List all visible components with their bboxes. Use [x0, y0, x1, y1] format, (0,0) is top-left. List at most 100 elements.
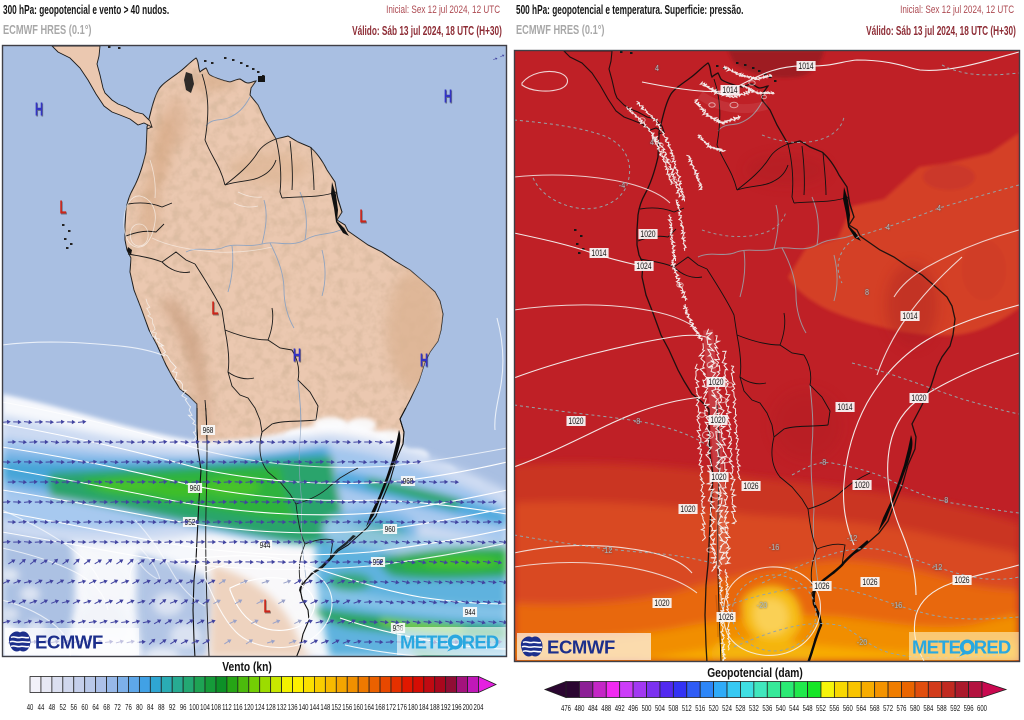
svg-text:960: 960: [385, 524, 396, 534]
svg-text:4: 4: [937, 203, 942, 213]
svg-text:1026: 1026: [743, 481, 759, 491]
svg-text:1020: 1020: [680, 504, 696, 514]
svg-text:88: 88: [158, 702, 165, 712]
svg-text:144: 144: [309, 702, 319, 712]
svg-text:176: 176: [397, 702, 407, 712]
svg-text:500: 500: [642, 703, 652, 713]
svg-text:540: 540: [776, 703, 786, 713]
svg-text:L: L: [211, 299, 218, 319]
svg-text:508: 508: [668, 703, 678, 713]
svg-text:-20: -20: [857, 637, 868, 647]
svg-text:132: 132: [277, 702, 287, 712]
svg-text:H: H: [293, 346, 301, 366]
svg-text:532: 532: [749, 703, 759, 713]
svg-text:92: 92: [169, 702, 176, 712]
svg-text:80: 80: [136, 702, 143, 712]
svg-text:1020: 1020: [710, 415, 726, 425]
svg-text:556: 556: [829, 703, 839, 713]
svg-text:156: 156: [342, 702, 352, 712]
svg-text:112: 112: [222, 702, 231, 712]
svg-text:488: 488: [601, 703, 611, 713]
svg-text:504: 504: [655, 703, 665, 713]
svg-text:188: 188: [430, 702, 440, 712]
svg-text:Vento (kn): Vento (kn): [222, 661, 272, 674]
svg-text:1014: 1014: [591, 248, 607, 258]
svg-text:476: 476: [561, 703, 571, 713]
svg-text:120: 120: [244, 702, 254, 712]
svg-text:588: 588: [937, 703, 947, 713]
svg-text:1020: 1020: [654, 598, 670, 608]
svg-text:Geopotencial (dam): Geopotencial (dam): [707, 667, 803, 680]
svg-text:136: 136: [288, 702, 298, 712]
svg-text:600: 600: [977, 703, 987, 713]
svg-text:-12: -12: [602, 545, 612, 555]
svg-text:944: 944: [465, 607, 476, 617]
svg-text:148: 148: [320, 702, 330, 712]
svg-text:516: 516: [695, 703, 705, 713]
svg-text:H: H: [35, 100, 43, 120]
svg-text:8: 8: [865, 287, 870, 297]
svg-text:1014: 1014: [722, 85, 738, 95]
svg-text:576: 576: [897, 703, 907, 713]
svg-text:-12: -12: [932, 562, 942, 572]
svg-text:4: 4: [886, 222, 891, 232]
svg-text:H: H: [444, 87, 452, 107]
svg-text:-12: -12: [847, 533, 857, 543]
svg-text:200: 200: [463, 702, 473, 712]
svg-text:968: 968: [403, 476, 414, 486]
svg-text:84: 84: [147, 702, 154, 712]
svg-text:52: 52: [60, 702, 67, 712]
svg-text:96: 96: [180, 702, 187, 712]
svg-text:64: 64: [92, 702, 99, 712]
svg-text:536: 536: [762, 703, 772, 713]
svg-text:L: L: [59, 198, 66, 218]
svg-text:48: 48: [49, 702, 56, 712]
svg-text:560: 560: [843, 703, 853, 713]
svg-text:172: 172: [386, 702, 396, 712]
svg-text:60: 60: [81, 702, 88, 712]
svg-text:-8: -8: [634, 416, 641, 426]
svg-text:1026: 1026: [954, 575, 970, 585]
svg-text:1014: 1014: [798, 61, 814, 71]
svg-text:1026: 1026: [814, 581, 830, 591]
svg-text:968: 968: [203, 425, 214, 435]
svg-text:960: 960: [190, 483, 201, 493]
svg-text:492: 492: [615, 703, 625, 713]
svg-text:164: 164: [364, 702, 374, 712]
svg-text:4: 4: [655, 63, 660, 73]
svg-text:1020: 1020: [708, 377, 724, 387]
svg-text:108: 108: [211, 702, 221, 712]
svg-text:552: 552: [816, 703, 826, 713]
svg-text:524: 524: [722, 703, 732, 713]
svg-text:484: 484: [588, 703, 598, 713]
svg-text:1020: 1020: [640, 229, 656, 239]
svg-text:564: 564: [856, 703, 866, 713]
svg-text:116: 116: [233, 702, 242, 712]
svg-text:496: 496: [628, 703, 638, 713]
svg-text:124: 124: [255, 702, 265, 712]
svg-text:596: 596: [964, 703, 974, 713]
svg-text:ECMWF: ECMWF: [547, 637, 615, 658]
svg-text:-8: -8: [942, 495, 949, 505]
svg-text:140: 140: [299, 702, 309, 712]
svg-text:180: 180: [408, 702, 418, 712]
svg-text:-8: -8: [820, 457, 827, 467]
svg-text:40: 40: [27, 702, 34, 712]
svg-text:104: 104: [200, 702, 210, 712]
svg-text:196: 196: [452, 702, 462, 712]
svg-text:192: 192: [441, 702, 451, 712]
svg-text:548: 548: [803, 703, 813, 713]
svg-text:1020: 1020: [711, 472, 727, 482]
svg-text:480: 480: [574, 703, 584, 713]
svg-text:572: 572: [883, 703, 893, 713]
svg-text:204: 204: [474, 702, 484, 712]
svg-text:168: 168: [375, 702, 385, 712]
svg-text:512: 512: [682, 703, 692, 713]
svg-text:1020: 1020: [854, 480, 870, 490]
svg-text:1026: 1026: [862, 577, 878, 587]
svg-text:580: 580: [910, 703, 920, 713]
svg-text:-16: -16: [769, 542, 780, 552]
svg-text:1014: 1014: [837, 402, 853, 412]
svg-text:1020: 1020: [911, 393, 927, 403]
svg-text:520: 520: [709, 703, 719, 713]
